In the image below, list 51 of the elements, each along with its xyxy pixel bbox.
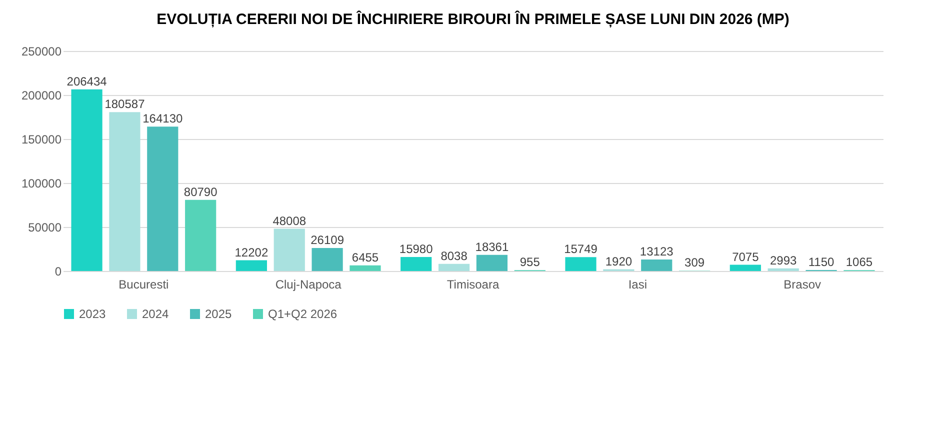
y-tick-label: 100000: [21, 176, 62, 190]
bar: [641, 259, 672, 271]
x-tick-label: Timisoara: [446, 278, 500, 292]
y-tick-label: 200000: [21, 88, 62, 102]
bar: [71, 89, 102, 271]
data-label: 955: [520, 255, 540, 270]
bar: [730, 264, 761, 271]
data-label: 80790: [184, 184, 218, 199]
bar: [274, 228, 305, 271]
bar: [109, 112, 140, 271]
data-label: 18361: [475, 240, 509, 254]
data-label: 1150: [808, 254, 835, 269]
data-label: 164130: [142, 112, 183, 126]
bar: [236, 260, 267, 271]
data-label: 180587: [104, 97, 146, 112]
legend-label: Q1+Q2 2026: [268, 307, 338, 321]
data-label: 7075: [732, 250, 760, 264]
data-label: 13123: [640, 244, 674, 258]
data-label: 206434: [66, 74, 108, 88]
x-tick-label: Bucuresti: [118, 278, 169, 292]
legend-label: 2023: [79, 307, 106, 321]
data-label: 12202: [234, 245, 268, 260]
data-label: 6455: [352, 250, 379, 264]
legend-label: 2024: [142, 307, 170, 321]
x-tick-label: Cluj-Napoca: [275, 278, 342, 292]
bar: [476, 254, 508, 271]
data-label: 1920: [605, 254, 632, 268]
data-label: 48008: [272, 214, 306, 228]
y-tick-label: 50000: [28, 220, 62, 234]
bar: [312, 248, 343, 271]
bar: [185, 200, 216, 271]
bar: [768, 268, 799, 271]
chart-title: EVOLUȚIA CERERII NOI DE ÎNCHIRIERE BIROURI ÎN PRIMELE ȘASE LUNI DIN 2026 (MP): [156, 10, 790, 28]
y-tick-label: 0: [54, 264, 62, 278]
x-tick-label: Brasov: [784, 278, 821, 292]
legend-label: 2025: [205, 307, 232, 321]
x-tick-label: Iasi: [628, 278, 647, 292]
bar: [400, 256, 432, 271]
data-label: 2993: [770, 253, 798, 268]
data-label: 8038: [440, 248, 468, 263]
y-tick-label: 150000: [21, 132, 62, 146]
data-label: 15749: [564, 242, 598, 256]
bar: [438, 264, 470, 271]
data-label: 1065: [846, 255, 873, 270]
bar: [565, 257, 596, 271]
data-label: 309: [684, 256, 705, 270]
bar: [350, 265, 381, 271]
data-label: 15980: [399, 242, 434, 256]
y-tick-label: 250000: [21, 44, 62, 58]
data-label: 26109: [310, 233, 344, 248]
bar: [147, 126, 178, 271]
